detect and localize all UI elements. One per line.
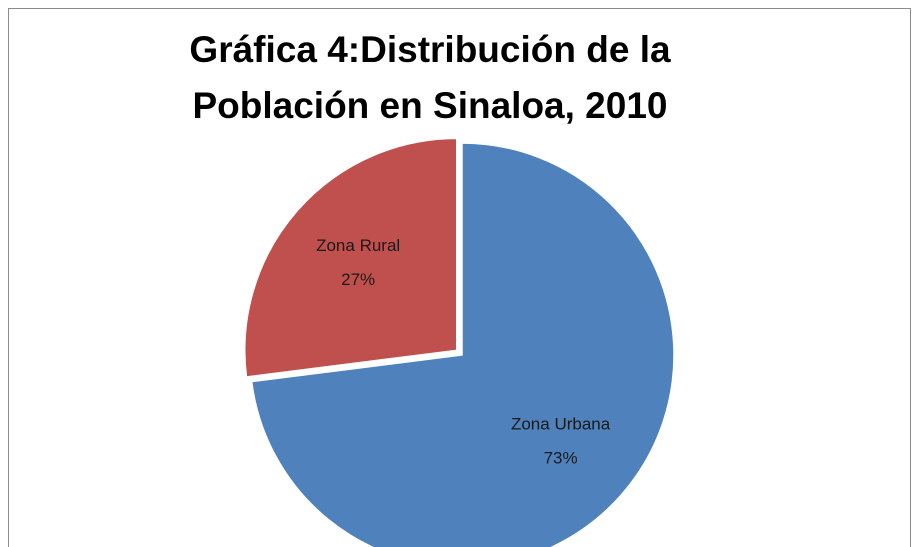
pie-slice xyxy=(250,142,675,547)
slice-label: Zona Rural xyxy=(316,236,400,255)
pie-slice xyxy=(244,137,458,378)
chart-title: Gráfica 4:Distribución de la Población e… xyxy=(189,29,671,126)
slice-value-label: 73% xyxy=(544,448,578,467)
slice-value-label: 27% xyxy=(341,270,375,289)
slice-label: Zona Urbana xyxy=(511,414,611,433)
chart-frame xyxy=(8,8,911,547)
